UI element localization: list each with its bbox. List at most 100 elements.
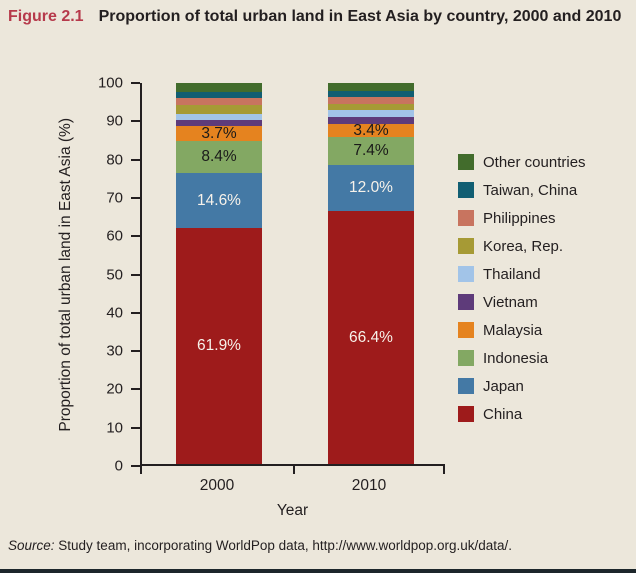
legend-swatch	[458, 378, 474, 394]
bar-segment-korea-rep-2000	[176, 105, 262, 114]
legend-label: Korea, Rep.	[483, 237, 564, 255]
y-tick-label: 70	[106, 189, 123, 207]
plot-area: 61.9% 14.6% 8.4% 3.7% 66.4% 12.0% 7.4% 3.4%	[140, 83, 445, 474]
bar-segment-label: 14.6%	[197, 191, 241, 209]
bar-segment-thailand-2000	[176, 113, 262, 120]
legend-swatch	[458, 238, 474, 254]
bar-segment-malaysia-2010: 3.4%	[328, 121, 414, 139]
y-tick-label: 50	[106, 266, 123, 283]
legend-item: Korea, Rep.	[458, 232, 586, 260]
legend-label: Other countries	[483, 153, 586, 171]
bar-segment-indonesia-2010: 7.4%	[328, 137, 414, 166]
legend-swatch	[458, 294, 474, 310]
bar-segment-other-countries-2000	[176, 83, 262, 92]
bar-segment-vietnam-2000	[176, 119, 262, 127]
y-tick-label: 40	[106, 304, 123, 322]
bottom-edge	[0, 569, 636, 573]
y-tick-mark	[131, 120, 140, 123]
bar-segment-china-2000: 61.9%	[176, 228, 262, 464]
y-tick-mark	[131, 273, 140, 276]
legend-item: Taiwan, China	[458, 176, 586, 204]
legend-swatch	[458, 406, 474, 422]
legend-label: Taiwan, China	[483, 181, 578, 199]
y-tick-label: 30	[106, 342, 123, 360]
x-axis-label: Year	[276, 502, 309, 519]
bar-segment-label: 3.7%	[201, 124, 237, 142]
bar-segment-japan-2000: 14.6%	[176, 172, 262, 229]
x-category-label: 2000	[199, 477, 235, 494]
bar-segment-philippines-2000	[176, 98, 262, 106]
legend-swatch	[458, 154, 474, 170]
legend-swatch	[458, 182, 474, 198]
legend-item: China	[458, 400, 586, 428]
x-axis-tick	[140, 466, 142, 474]
bar-segment-label: 3.4%	[353, 121, 389, 139]
bar-segment-label: 8.4%	[201, 147, 237, 165]
y-tick-label: 100	[97, 74, 123, 92]
y-tick-mark	[131, 82, 140, 84]
y-tick-mark	[131, 465, 140, 467]
figure-title-text: Proportion of total urban land in East A…	[98, 8, 622, 25]
legend-swatch	[458, 210, 474, 226]
bar-2010: 66.4% 12.0% 7.4% 3.4%	[328, 83, 414, 464]
source-note: Source: Study team, incorporating WorldP…	[8, 538, 632, 553]
bar-segment-taiwan-china-2010	[328, 91, 414, 97]
y-tick-label: 10	[106, 419, 123, 437]
bar-segment-indonesia-2000: 8.4%	[176, 140, 262, 173]
legend-item: Indonesia	[458, 344, 586, 372]
legend-label: Japan	[483, 377, 524, 395]
x-labels: 2000 2010	[140, 477, 445, 497]
y-tick-label: 0	[114, 457, 123, 475]
legend-swatch	[458, 322, 474, 338]
bar-segment-philippines-2010	[328, 96, 414, 104]
y-tick-mark	[131, 196, 140, 199]
y-tick-mark	[131, 350, 140, 353]
bar-2000: 61.9% 14.6% 8.4% 3.7%	[176, 83, 262, 464]
bar-segment-china-2010: 66.4%	[328, 211, 414, 464]
source-prefix: Source:	[8, 538, 55, 553]
legend-label: Malaysia	[483, 321, 543, 339]
x-axis-tick	[443, 466, 445, 474]
x-category-label: 2010	[351, 477, 387, 494]
legend-label: Vietnam	[483, 293, 538, 311]
source-text: Study team, incorporating WorldPop data,…	[54, 538, 513, 553]
y-tick-mark	[131, 426, 140, 429]
y-tick-label: 20	[106, 380, 123, 398]
bar-segment-label: 66.4%	[349, 328, 393, 346]
bar-segment-label: 12.0%	[349, 179, 393, 197]
bar-segment-vietnam-2010	[328, 116, 414, 125]
y-tick-label: 80	[106, 151, 123, 169]
bar-segment-korea-rep-2010	[328, 104, 414, 111]
legend-item: Malaysia	[458, 316, 586, 344]
legend-item: Philippines	[458, 204, 586, 232]
legend-swatch	[458, 266, 474, 282]
bar-segment-japan-2010: 12.0%	[328, 165, 414, 212]
figure-label: Figure 2.1	[8, 8, 84, 25]
bar-segment-taiwan-china-2000	[176, 91, 262, 99]
y-tick-mark	[131, 235, 140, 238]
bar-segment-label: 7.4%	[353, 142, 389, 160]
legend-item: Japan	[458, 372, 586, 400]
bar-segment-thailand-2010	[328, 110, 414, 117]
bar-segment-malaysia-2000: 3.7%	[176, 124, 262, 142]
legend: Other countries Taiwan, China Philippines K…	[458, 148, 586, 428]
y-tick-label: 60	[106, 227, 123, 245]
y-tick-mark	[131, 311, 140, 314]
figure-title: Figure 2.1 Proportion of total urban land…	[8, 6, 632, 27]
y-axis-ticks: 0 10 20 30 40 50 60 70 80 90 100	[0, 76, 140, 474]
x-axis-tick	[292, 466, 295, 474]
legend-swatch	[458, 350, 474, 366]
bar-segment-other-countries-2010	[328, 83, 414, 92]
bar-segment-label: 61.9%	[197, 337, 241, 355]
legend-label: China	[483, 405, 523, 423]
legend-label: Thailand	[483, 265, 541, 283]
legend-label: Indonesia	[483, 349, 549, 367]
y-tick-mark	[131, 158, 140, 161]
y-tick-label: 90	[106, 112, 123, 130]
y-tick-mark	[131, 388, 140, 391]
legend-item: Other countries	[458, 148, 586, 176]
legend-item: Thailand	[458, 260, 586, 288]
legend-label: Philippines	[483, 209, 556, 227]
legend-item: Vietnam	[458, 288, 586, 316]
